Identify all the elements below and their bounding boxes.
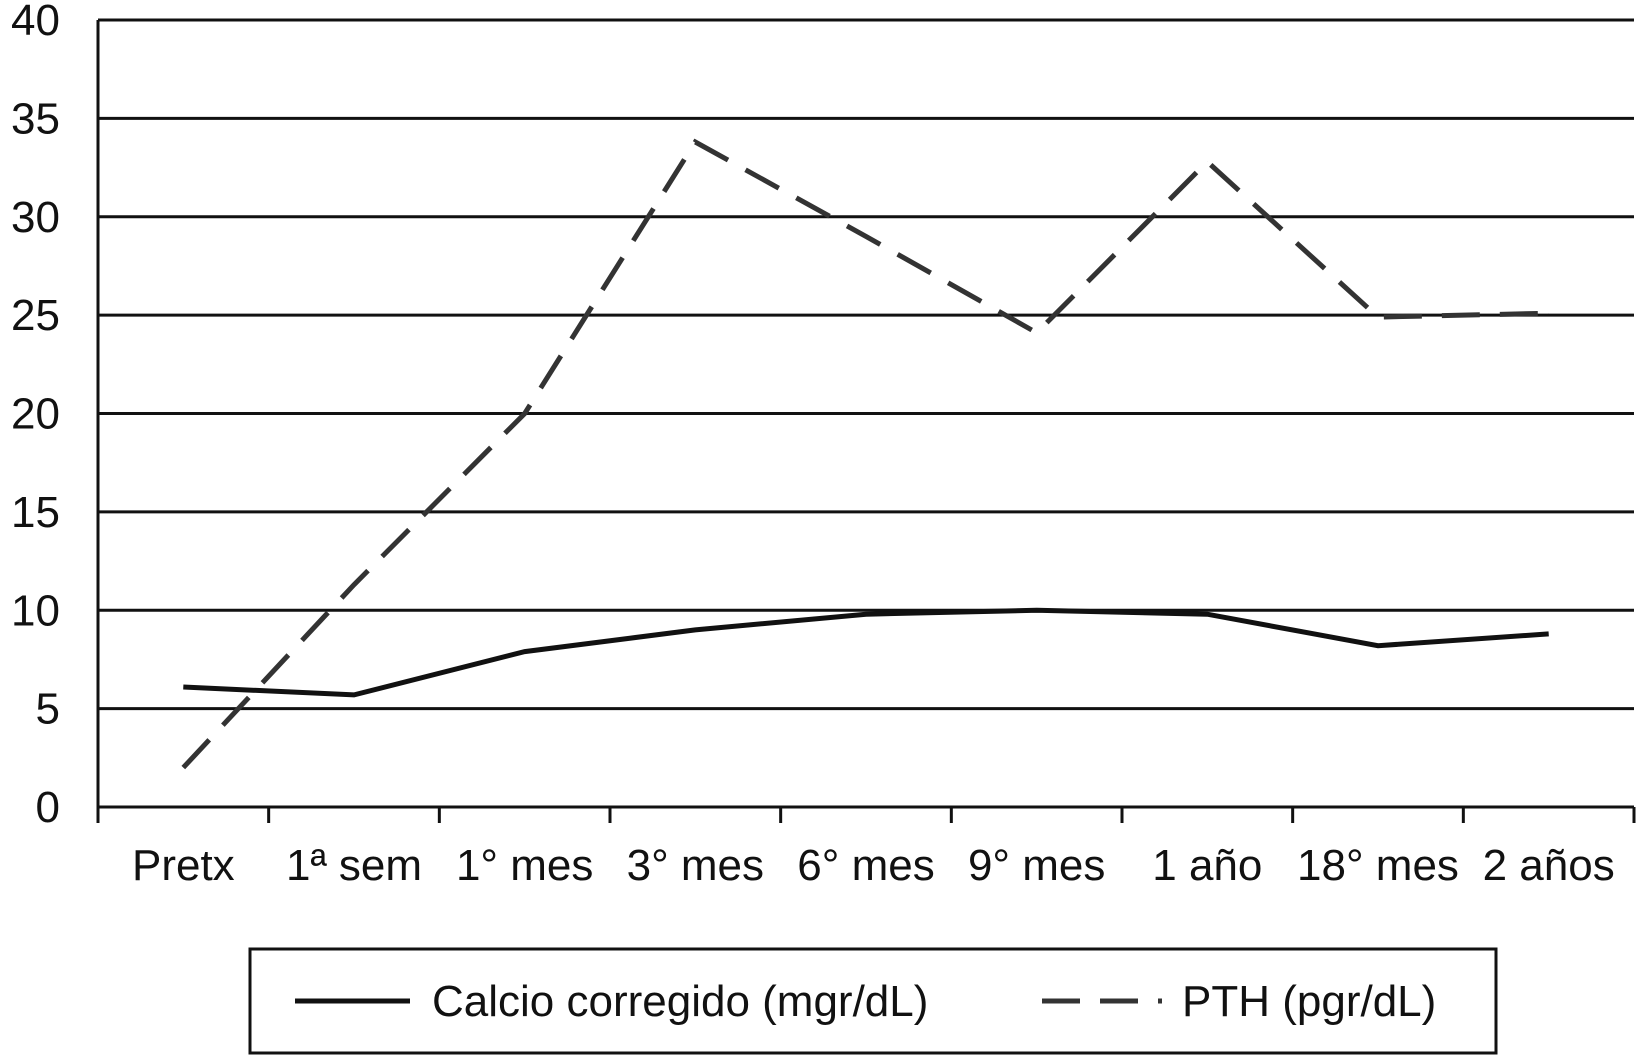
series-lines	[181, 138, 1549, 770]
series-line-calcio	[183, 607, 1549, 698]
grid-lines	[98, 18, 1634, 711]
legend-label-calcio: Calcio corregido (mgr/dL)	[432, 977, 928, 1026]
x-tick-label: 2 años	[1483, 841, 1615, 890]
x-tick-label: 18° mes	[1297, 841, 1459, 890]
x-tick-label: 9° mes	[968, 841, 1105, 890]
x-tick-label: 1ª sem	[286, 841, 422, 890]
legend-box	[248, 947, 1498, 1055]
y-tick-label: 10	[11, 586, 60, 635]
y-tick-label: 15	[11, 488, 60, 537]
series-line-pth	[181, 138, 1549, 770]
x-tick-label: 6° mes	[797, 841, 934, 890]
axes	[96, 20, 1636, 823]
x-tick-label: 1° mes	[456, 841, 593, 890]
y-tick-label: 5	[36, 685, 60, 734]
y-tick-label: 0	[36, 783, 60, 832]
y-tick-label: 30	[11, 193, 60, 242]
x-tick-label: 3° mes	[627, 841, 764, 890]
legend-label-pth: PTH (pgr/dL)	[1182, 977, 1436, 1026]
y-tick-label: 20	[11, 390, 60, 439]
y-tick-label: 35	[11, 94, 60, 143]
tick-labels: 0 5 10 15 20 25 30 35 40 Pretx 1ª sem 1° mes 3° mes 6…	[11, 0, 1615, 890]
legend: Calcio corregido (mgr/dL) PTH (pgr/dL)	[248, 947, 1498, 1055]
y-tick-label: 40	[11, 0, 60, 45]
x-tick-label: Pretx	[132, 841, 235, 890]
y-tick-label: 25	[11, 291, 60, 340]
x-tick-label: 1 año	[1152, 841, 1262, 890]
